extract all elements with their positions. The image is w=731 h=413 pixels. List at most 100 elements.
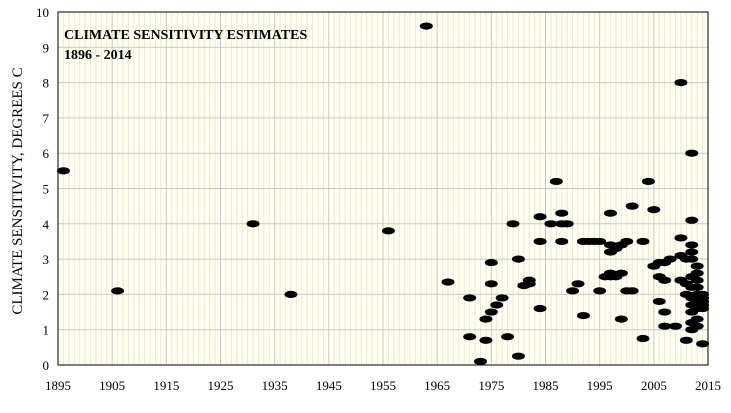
data-point: [246, 220, 260, 228]
data-point: [696, 340, 710, 348]
y-tick-label: 2: [43, 287, 50, 302]
data-point: [463, 333, 477, 341]
data-point: [669, 322, 682, 330]
plot-border: [57, 11, 709, 366]
data-point: [111, 287, 125, 295]
y-tick-label: 10: [36, 5, 49, 20]
data-point: [501, 333, 515, 341]
data-point: [614, 315, 628, 323]
y-tick-label: 0: [43, 358, 50, 373]
data-point: [495, 294, 509, 302]
chart-subtitle: 1896 - 2014: [64, 48, 132, 63]
data-point: [674, 79, 688, 87]
data-point: [56, 167, 70, 175]
data-point: [625, 287, 639, 295]
data-point: [484, 280, 498, 288]
data-point: [533, 213, 547, 221]
x-tick-label: 1945: [316, 378, 342, 393]
x-tick-label: 1955: [370, 378, 396, 393]
data-point: [555, 209, 569, 217]
data-points: [56, 22, 710, 366]
data-point: [593, 237, 607, 246]
x-tick-label: 1915: [153, 378, 179, 393]
data-point: [641, 177, 655, 186]
data-point: [549, 177, 563, 186]
y-axis-title: CLIMATE SENSITIVITY, DEGREES C: [10, 67, 26, 314]
x-tick-label: 1975: [478, 378, 504, 393]
data-point: [484, 259, 498, 267]
x-tick-label: 1925: [208, 378, 234, 393]
data-point: [544, 220, 558, 228]
data-point: [604, 209, 617, 217]
data-point: [463, 294, 477, 302]
data-point: [690, 315, 704, 323]
data-point: [533, 237, 547, 246]
data-point: [690, 276, 704, 284]
y-tick-label: 8: [43, 76, 50, 91]
data-point: [679, 336, 693, 344]
data-point: [566, 287, 580, 295]
data-point: [576, 311, 590, 320]
x-tick-label: 2015: [695, 378, 721, 393]
x-tick-label: 1985: [533, 378, 559, 393]
data-point: [593, 287, 607, 295]
data-point: [479, 315, 493, 323]
y-tick-label: 1: [43, 323, 50, 338]
data-point: [560, 220, 574, 228]
data-point: [685, 255, 699, 263]
y-tick-labels: 0 1 2 3 4 5 6 7 8 9 10: [36, 5, 50, 373]
data-point: [658, 308, 672, 316]
data-point: [625, 202, 639, 210]
data-point: [571, 280, 585, 288]
data-point: [479, 336, 493, 344]
data-point: [685, 216, 699, 224]
data-point: [522, 276, 536, 284]
data-point: [696, 304, 710, 313]
data-point: [658, 322, 672, 330]
x-tick-label: 1905: [99, 378, 125, 393]
data-point: [685, 248, 699, 256]
x-tick-label: 2005: [641, 378, 667, 393]
x-tick-label: 1995: [587, 378, 613, 393]
y-tick-label: 3: [43, 252, 50, 267]
y-tick-label: 7: [43, 111, 50, 126]
data-point: [419, 22, 433, 30]
y-tick-label: 6: [43, 146, 50, 161]
x-tick-labels: 1895 1905 1915 1925 1935 1945 1955 1965 1975 1985…: [45, 378, 721, 393]
x-tick-label: 1935: [262, 378, 288, 393]
data-point: [511, 352, 525, 360]
data-point: [620, 237, 634, 246]
data-point: [647, 206, 661, 214]
data-point: [690, 283, 704, 291]
data-point: [533, 304, 547, 313]
data-point: [511, 255, 525, 263]
data-point: [474, 357, 487, 366]
data-point: [506, 220, 520, 228]
data-point: [284, 290, 298, 298]
data-point: [636, 237, 650, 246]
data-point: [555, 237, 569, 246]
data-point: [674, 234, 688, 242]
chart-title: CLIMATE SENSITIVITY ESTIMATES: [64, 28, 307, 43]
y-tick-label: 9: [43, 40, 50, 55]
data-point: [685, 241, 699, 249]
data-point: [690, 269, 704, 277]
data-point: [690, 262, 704, 270]
y-tick-label: 5: [43, 182, 50, 197]
data-point: [690, 322, 704, 330]
x-tick-label: 1895: [45, 378, 71, 393]
y-tick-label: 4: [43, 217, 50, 232]
data-point: [636, 334, 650, 343]
data-point: [614, 269, 628, 277]
data-point: [663, 255, 677, 263]
data-point: [685, 149, 699, 157]
data-point: [381, 227, 395, 235]
data-point: [652, 297, 666, 306]
x-tick-label: 1965: [424, 378, 450, 393]
data-point: [658, 276, 672, 284]
data-point: [484, 308, 498, 316]
data-point: [490, 301, 504, 309]
data-point: [441, 278, 455, 286]
